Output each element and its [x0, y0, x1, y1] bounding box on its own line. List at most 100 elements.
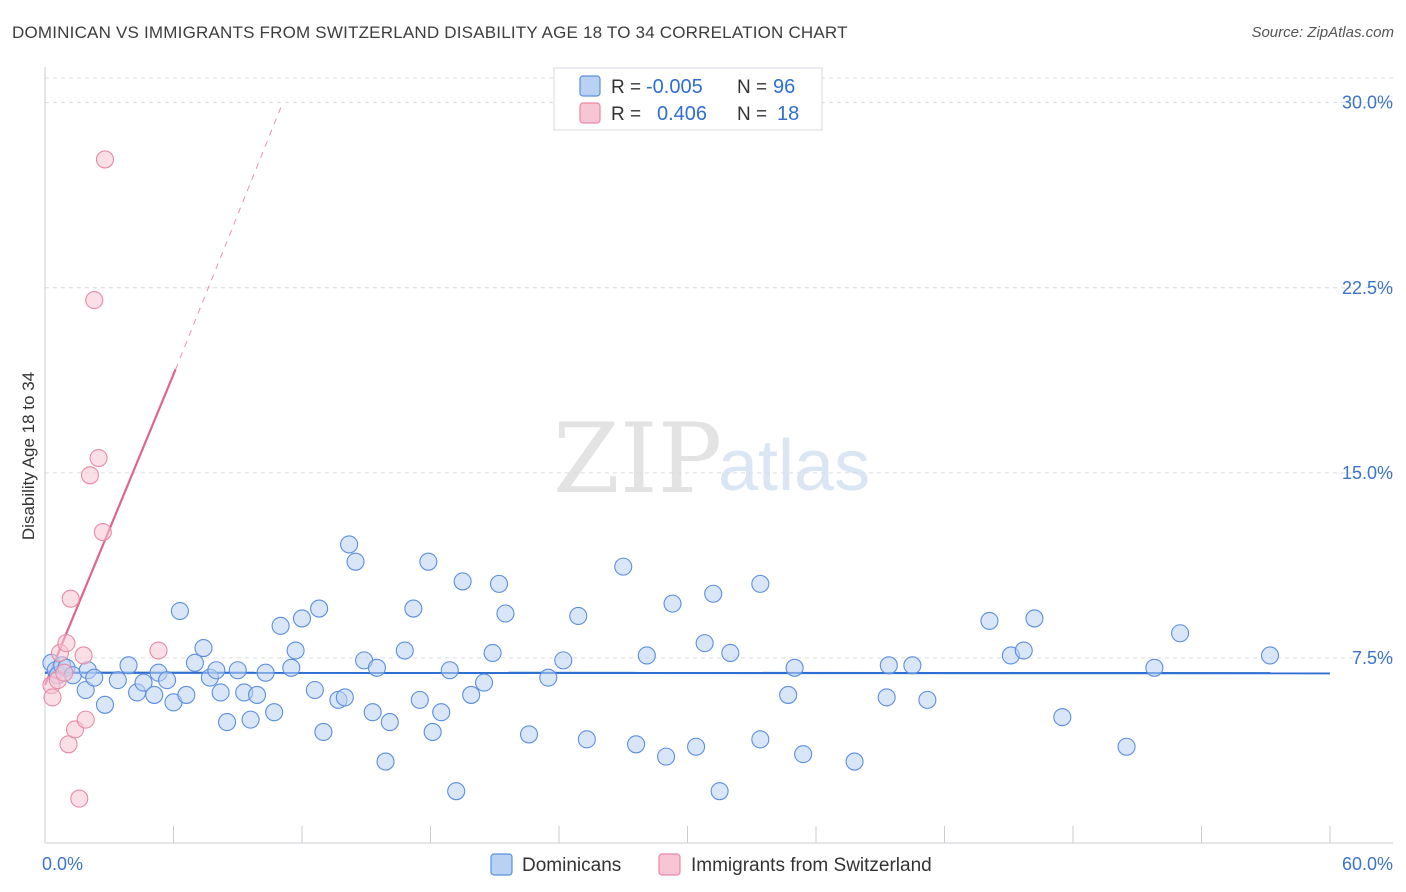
dominicans-point-47 [380, 713, 399, 732]
dominicans-point-60 [489, 574, 509, 593]
y-tick-label-1: 15.0% [1342, 463, 1393, 483]
bottom-legend-label-switzerland: Immigrants from Switzerland [691, 855, 932, 876]
series-legend: Dominicans Immigrants from Switzerland [490, 853, 932, 876]
dominicans-point-41 [340, 535, 359, 554]
dominicans-point-78 [751, 730, 770, 749]
watermark-atlas: atlas [718, 426, 870, 506]
dominicans-point-29 [247, 685, 267, 704]
switzerland-point-7 [61, 589, 80, 608]
dominicans-point-46 [376, 752, 395, 771]
dominicans-point-31 [265, 703, 284, 722]
dominicans-point-21 [194, 638, 213, 658]
dominicans-point-65 [569, 606, 588, 626]
dominicans-point-89 [1014, 641, 1033, 660]
dominicans-point-26 [228, 661, 247, 680]
x-tick-label-max: 60.0% [1342, 854, 1393, 874]
dominicans-point-50 [410, 690, 429, 709]
switzerland-point-4 [55, 663, 74, 682]
switzerland-point-1 [43, 688, 62, 707]
legend-swatch-pink [579, 102, 601, 124]
dominicans-point-10 [108, 671, 127, 690]
legend-swatch-blue [579, 75, 601, 97]
dominicans-point-85 [903, 656, 922, 675]
switzerland-point-11 [76, 710, 95, 729]
bottom-legend-swatch-pink [658, 853, 681, 876]
dominicans-point-14 [145, 685, 164, 704]
legend-r-label-2: R = [611, 104, 641, 125]
x-tick-labels: 0.0% 60.0% [42, 854, 1393, 874]
dominicans-points [42, 535, 1280, 801]
dominicans-point-57 [462, 685, 481, 704]
dominicans-point-76 [721, 643, 740, 663]
dominicans-point-36 [305, 680, 324, 700]
dominicans-point-67 [614, 557, 633, 576]
watermark-zip: ZIP [553, 403, 722, 515]
dominicans-point-62 [519, 725, 539, 744]
dominicans-point-91 [1053, 708, 1072, 727]
dominicans-point-74 [704, 584, 723, 603]
dominicans-point-25 [217, 713, 237, 732]
dominicans-point-19 [177, 685, 196, 704]
dominicans-point-92 [1117, 737, 1136, 756]
dominicans-point-86 [918, 690, 937, 709]
legend-r-value-1: -0.005 [646, 76, 703, 98]
dominicans-point-58 [474, 673, 494, 692]
switzerland-points [42, 150, 168, 808]
dominicans-point-69 [637, 646, 656, 665]
switzerland-point-12 [80, 466, 100, 485]
dominicans-point-49 [404, 599, 423, 618]
trend-lines [43, 102, 1331, 686]
dominicans-point-61 [496, 604, 515, 623]
dominicans-point-16 [158, 671, 177, 690]
dominicans-point-20 [185, 653, 204, 672]
dominicans-point-30 [256, 663, 275, 682]
source-credit: Source: ZipAtlas.com [1251, 24, 1394, 41]
dominicans-point-32 [271, 616, 290, 635]
switzerland-trend-extension [175, 102, 284, 370]
dominicans-point-77 [751, 574, 770, 593]
dominicans-point-64 [554, 651, 573, 670]
switzerland-point-10 [74, 646, 93, 665]
dominicans-point-70 [657, 747, 676, 766]
chart-title: DOMINICAN VS IMMIGRANTS FROM SWITZERLAND… [12, 23, 848, 42]
dominicans-point-80 [785, 658, 804, 677]
dominicans-point-28 [241, 710, 260, 729]
bottom-legend-label-dominicans: Dominicans [522, 855, 621, 876]
dominicans-point-37 [310, 599, 329, 618]
y-tick-label-0: 7.5% [1352, 648, 1393, 668]
legend-r-value-2: 0.406 [657, 103, 707, 125]
switzerland-point-16 [95, 150, 115, 169]
correlation-legend: R = -0.005 N = 96 R = 0.406 N = 18 [553, 67, 823, 131]
x-tick-label-min: 0.0% [42, 854, 83, 874]
dominicans-point-40 [335, 688, 354, 707]
dominicans-point-18 [170, 601, 189, 621]
y-tick-label-3: 30.0% [1342, 93, 1393, 113]
dominicans-point-84 [879, 656, 898, 675]
dominicans-point-51 [419, 552, 438, 571]
dominicans-point-73 [695, 634, 714, 653]
dominicans-point-75 [710, 782, 729, 801]
dominicans-point-38 [314, 722, 333, 742]
switzerland-point-15 [93, 523, 112, 542]
dominicans-point-55 [447, 782, 466, 801]
dominicans-point-83 [877, 688, 896, 707]
dominicans-point-42 [346, 552, 365, 571]
dominicans-point-82 [845, 752, 864, 771]
switzerland-point-17 [149, 641, 168, 660]
switzerland-point-13 [85, 291, 104, 310]
dominicans-point-35 [292, 609, 312, 628]
dominicans-point-66 [577, 730, 596, 749]
dominicans-point-72 [687, 737, 706, 756]
dominicans-point-81 [794, 745, 813, 764]
dominicans-point-23 [207, 661, 226, 680]
switzerland-point-14 [89, 448, 108, 468]
dominicans-point-9 [95, 695, 115, 714]
dominicans-point-8 [85, 668, 104, 687]
bottom-legend-swatch-blue [490, 853, 513, 876]
legend-n-label-2: N = [737, 104, 767, 125]
dominicans-point-93 [1145, 658, 1164, 677]
dominicans-point-24 [211, 683, 230, 702]
dominicans-point-34 [286, 641, 305, 660]
dominicans-point-44 [363, 703, 382, 722]
